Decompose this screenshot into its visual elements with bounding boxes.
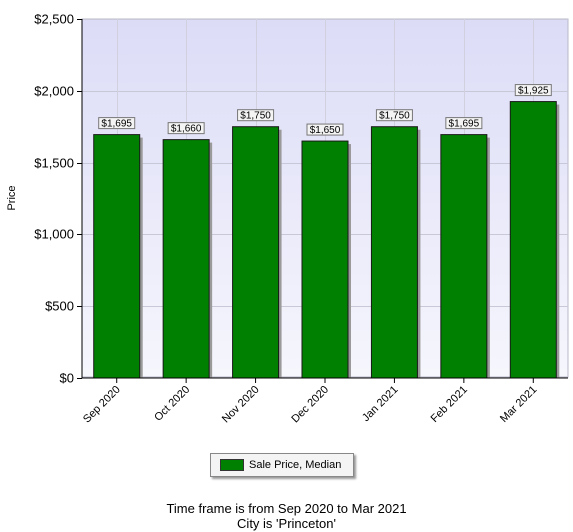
y-tick-label: $0 (60, 371, 74, 386)
data-label-box (167, 122, 205, 135)
data-label-box (98, 117, 136, 130)
y-tick-label: $1,000 (34, 227, 74, 242)
bar (232, 126, 280, 379)
x-tick-label: Feb 2021 (429, 384, 470, 425)
bar (162, 139, 210, 379)
legend: Sale Price, Median (210, 453, 354, 477)
bar (301, 140, 349, 379)
y-tick-label: $1,500 (34, 156, 74, 171)
legend-swatch (220, 459, 244, 471)
bar (370, 126, 418, 379)
data-label: $1,750 (240, 111, 271, 122)
data-label: $1,695 (449, 119, 480, 130)
x-tick-label: Oct 2020 (152, 384, 192, 424)
bar (509, 101, 557, 379)
x-tick-label: Mar 2021 (498, 384, 539, 425)
data-label: $1,695 (101, 119, 132, 130)
y-axis-title: Price (6, 185, 18, 210)
data-label-box (375, 109, 413, 122)
y-tick-label: $500 (45, 299, 74, 314)
footer-city: City is 'Princeton' (237, 516, 336, 531)
x-tick-label: Dec 2020 (289, 384, 331, 426)
x-tick-label: Nov 2020 (220, 384, 262, 426)
y-tick-label: $2,000 (34, 84, 74, 99)
data-label: $1,660 (171, 124, 202, 135)
x-tick-label: Sep 2020 (81, 384, 123, 426)
data-label-box (514, 84, 552, 97)
legend-label: Sale Price, Median (249, 459, 342, 471)
x-tick-label: Jan 2021 (360, 384, 400, 424)
bar (440, 134, 488, 379)
data-label: $1,925 (518, 86, 549, 97)
data-label: $1,650 (310, 125, 341, 136)
y-tick-label: $2,500 (34, 12, 74, 27)
data-label-box (445, 117, 483, 130)
data-label-box (237, 109, 275, 122)
footer-timeframe: Time frame is from Sep 2020 to Mar 2021 (166, 501, 407, 516)
bar (93, 134, 141, 379)
data-label: $1,750 (379, 111, 410, 122)
data-label-box (306, 123, 344, 136)
